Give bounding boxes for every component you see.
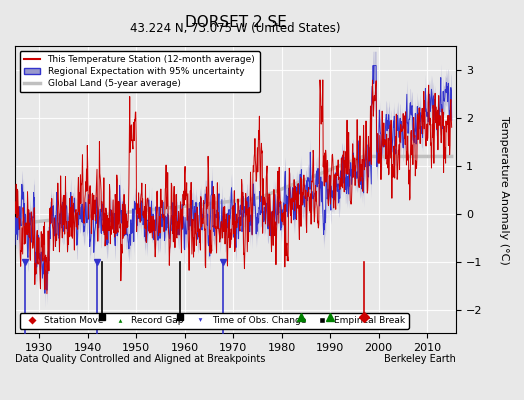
Legend: Station Move, Record Gap, Time of Obs. Change, Empirical Break: Station Move, Record Gap, Time of Obs. C… <box>19 313 409 329</box>
Y-axis label: Temperature Anomaly (°C): Temperature Anomaly (°C) <box>499 116 509 264</box>
Text: Data Quality Controlled and Aligned at Breakpoints: Data Quality Controlled and Aligned at B… <box>15 354 265 364</box>
Title: DORSET 2 SE: DORSET 2 SE <box>184 15 287 30</box>
Text: Berkeley Earth: Berkeley Earth <box>384 354 456 364</box>
Text: 43.224 N, 73.075 W (United States): 43.224 N, 73.075 W (United States) <box>130 22 341 35</box>
